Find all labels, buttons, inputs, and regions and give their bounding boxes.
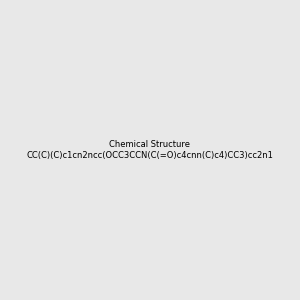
Text: Chemical Structure
CC(C)(C)c1cn2ncc(OCC3CCN(C(=O)c4cnn(C)c4)CC3)cc2n1: Chemical Structure CC(C)(C)c1cn2ncc(OCC3…	[27, 140, 273, 160]
